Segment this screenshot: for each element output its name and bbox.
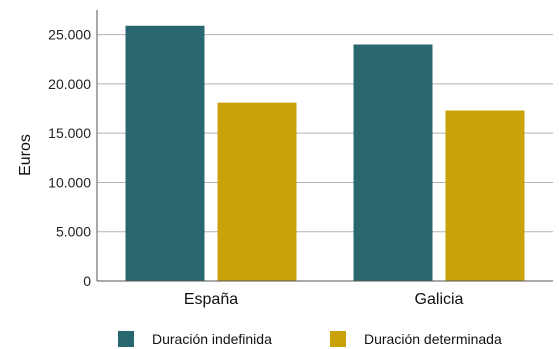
y-tick-label: 25.000 — [48, 27, 91, 43]
bar-0-0 — [125, 25, 205, 281]
x-axis-category-labels: España Galicia — [184, 291, 464, 308]
legend-swatch — [118, 331, 134, 347]
y-tick-label: 0 — [83, 273, 91, 289]
legend-label: Duración determinada — [364, 331, 502, 347]
y-axis-label: Euros — [17, 134, 34, 176]
x-category-label: Galicia — [415, 291, 464, 308]
bar-0-1 — [217, 102, 297, 282]
x-category-label: España — [184, 291, 238, 308]
bar-1-1 — [445, 110, 525, 282]
y-tick-label: 5.000 — [56, 224, 91, 240]
y-tick-label: 10.000 — [48, 174, 91, 190]
y-axis-tick-labels: 0 5.000 10.000 15.000 20.000 25.000 — [48, 27, 91, 289]
bar-1-0 — [353, 44, 433, 282]
legend-swatch — [330, 331, 346, 347]
bars — [125, 25, 525, 282]
legend-label: Duración indefinida — [152, 331, 272, 347]
y-tick-label: 20.000 — [48, 76, 91, 92]
y-tick-label: 15.000 — [48, 125, 91, 141]
legend: Duración indefinida Duración determinada — [118, 331, 502, 347]
